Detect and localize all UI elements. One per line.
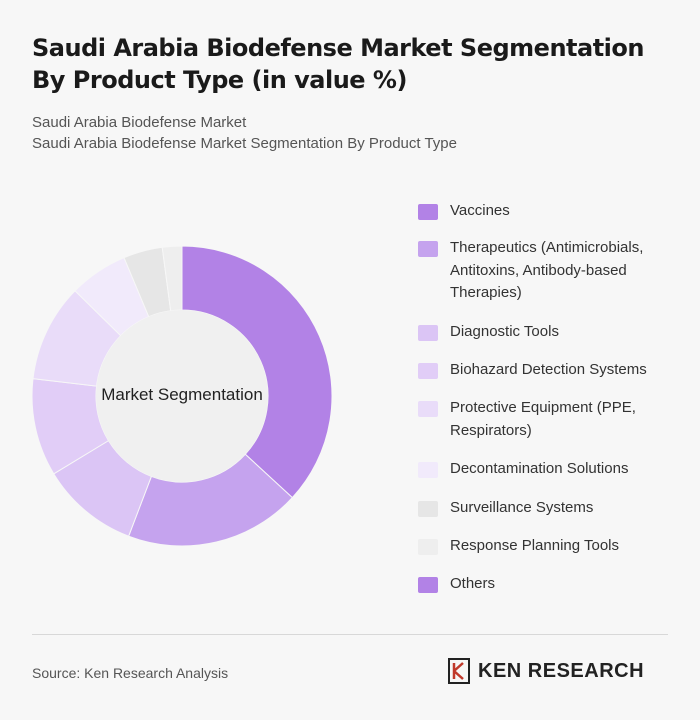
legend-label: Decontamination Solutions (450, 460, 629, 477)
donut-chart (31, 245, 333, 547)
chart-title: Saudi Arabia Biodefense Market Segmentat… (32, 34, 644, 94)
legend-label: Surveillance Systems (450, 499, 594, 516)
legend-label: Biohazard Detection Systems (450, 361, 647, 378)
legend-label: Vaccines (450, 202, 510, 219)
legend-item: Diagnostic Tools (418, 321, 670, 344)
subtitles: Saudi Arabia Biodefense Market Saudi Ara… (32, 112, 457, 154)
legend-label: Therapeutics (Antimicrobials, Antitoxins… (450, 239, 644, 301)
source-note: Source: Ken Research Analysis (32, 665, 229, 681)
legend-item: Others (418, 573, 670, 596)
legend-swatch (418, 401, 438, 417)
legend-label: Protective Equipment (PPE, Respirators) (450, 399, 636, 439)
subtitle-segmentation: Saudi Arabia Biodefense Market Segmentat… (32, 135, 457, 152)
legend-swatch (418, 501, 438, 517)
legend-item: Therapeutics (Antimicrobials, Antitoxins… (418, 237, 670, 305)
legend-item: Vaccines (418, 200, 670, 223)
legend-item: Decontamination Solutions (418, 458, 670, 481)
donut-center-label: Market Segmentation (101, 385, 263, 404)
legend-item: Response Planning Tools (418, 535, 670, 558)
legend-item: Surveillance Systems (418, 497, 670, 520)
footer-divider (32, 634, 668, 635)
brand-name: KEN RESEARCH (478, 659, 645, 682)
legend-item: Biohazard Detection Systems (418, 359, 670, 382)
legend-label: Response Planning Tools (450, 537, 620, 554)
donut-hole (96, 310, 268, 482)
legend-swatch (418, 241, 438, 257)
legend-swatch (418, 204, 438, 220)
legend-item: Protective Equipment (PPE, Respirators) (418, 397, 670, 442)
legend-swatch (418, 462, 438, 478)
legend-label: Diagnostic Tools (450, 323, 559, 340)
subtitle-market: Saudi Arabia Biodefense Market (32, 114, 247, 131)
legend-swatch (418, 577, 438, 593)
legend-swatch (418, 325, 438, 341)
ken-research-logo-icon (448, 658, 470, 684)
legend-swatch (418, 539, 438, 555)
brand-logo: KEN RESEARCH (448, 658, 644, 684)
legend-label: Others (450, 575, 496, 592)
legend-swatch (418, 363, 438, 379)
